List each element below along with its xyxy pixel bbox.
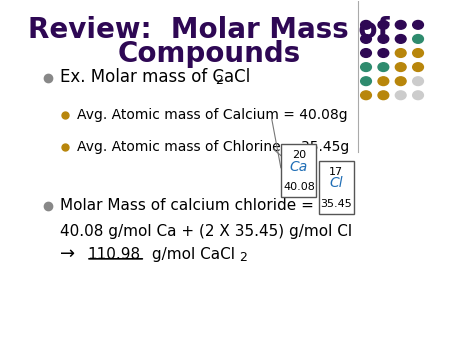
Text: 40.08: 40.08 [283, 183, 315, 192]
FancyBboxPatch shape [319, 161, 354, 214]
Text: Molar Mass of calcium chloride =: Molar Mass of calcium chloride = [60, 198, 315, 213]
Circle shape [378, 21, 389, 29]
Circle shape [360, 34, 371, 43]
Circle shape [378, 49, 389, 57]
Text: g/mol CaCl: g/mol CaCl [147, 247, 235, 262]
Circle shape [396, 77, 406, 86]
Text: Avg. Atomic mass of Calcium = 40.08g: Avg. Atomic mass of Calcium = 40.08g [77, 108, 348, 122]
Text: 2: 2 [239, 251, 247, 264]
Circle shape [396, 49, 406, 57]
Circle shape [413, 91, 423, 100]
FancyBboxPatch shape [281, 144, 316, 197]
Text: 17: 17 [329, 167, 343, 177]
Text: 110.98: 110.98 [87, 247, 140, 262]
Text: 35.45: 35.45 [320, 199, 352, 209]
Circle shape [360, 77, 371, 86]
Text: Ex. Molar mass of CaCl: Ex. Molar mass of CaCl [60, 68, 251, 86]
Text: 20: 20 [292, 150, 306, 160]
Text: Review:  Molar Mass of: Review: Molar Mass of [28, 17, 390, 45]
Circle shape [413, 34, 423, 43]
Circle shape [360, 91, 371, 100]
Circle shape [413, 49, 423, 57]
Circle shape [396, 91, 406, 100]
Text: Cl: Cl [329, 176, 343, 190]
Text: 40.08 g/mol Ca + (2 X 35.45) g/mol Cl: 40.08 g/mol Ca + (2 X 35.45) g/mol Cl [60, 223, 353, 239]
Circle shape [360, 49, 371, 57]
Circle shape [360, 21, 371, 29]
Text: Ca: Ca [290, 160, 308, 174]
Circle shape [396, 34, 406, 43]
Text: Compounds: Compounds [117, 40, 301, 68]
Circle shape [396, 63, 406, 71]
Text: →: → [60, 245, 87, 264]
Circle shape [378, 91, 389, 100]
Text: 2: 2 [216, 74, 223, 87]
Circle shape [413, 21, 423, 29]
Circle shape [413, 63, 423, 71]
Circle shape [396, 21, 406, 29]
Circle shape [378, 63, 389, 71]
Circle shape [378, 34, 389, 43]
Circle shape [413, 77, 423, 86]
Circle shape [378, 77, 389, 86]
Text: Avg. Atomic mass of Chlorine = 35.45g: Avg. Atomic mass of Chlorine = 35.45g [77, 140, 349, 154]
Circle shape [360, 63, 371, 71]
